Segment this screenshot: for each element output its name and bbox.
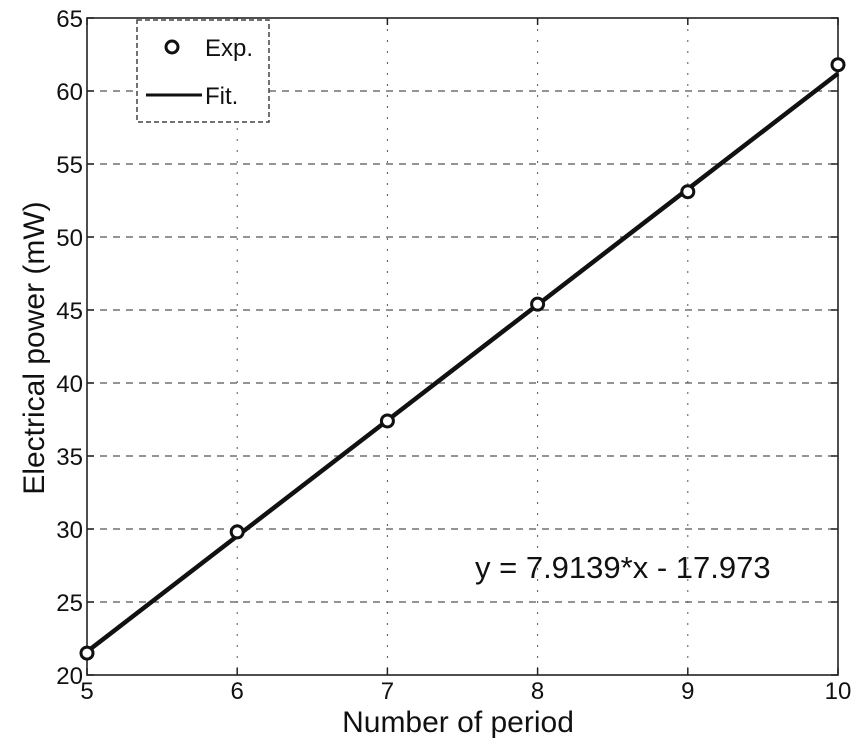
x-tick-label: 5 <box>80 678 93 705</box>
legend-marker-exp <box>164 39 180 55</box>
y-tick-label: 20 <box>56 663 83 690</box>
legend-label-fit: Fit. <box>205 83 238 110</box>
fit-line <box>85 71 840 654</box>
y-tick-label: 65 <box>56 6 83 33</box>
y-axis-title: Electrical power (mW) <box>18 201 51 494</box>
exp-data-point <box>79 645 95 661</box>
legend-box <box>136 19 270 123</box>
axes-frame <box>86 17 839 676</box>
x-tick-label: 6 <box>231 678 244 705</box>
y-tick-label: 25 <box>56 590 83 617</box>
tick-labels: 5 6 7 8 9 10 20 25 30 35 40 45 50 55 60 65 <box>56 6 851 705</box>
exp-data-point <box>530 296 546 312</box>
exp-data-point <box>680 184 696 200</box>
legend: Exp. Fit. <box>136 19 270 123</box>
fit-equation-annotation: y = 7.9139*x - 17.973 <box>475 550 771 585</box>
plot-frame <box>86 17 839 676</box>
y-tick-label: 45 <box>56 298 83 325</box>
grid-lines <box>87 18 838 675</box>
x-tick-label: 8 <box>531 678 544 705</box>
exp-data-point <box>379 413 395 429</box>
x-tick-label: 9 <box>681 678 694 705</box>
y-tick-label: 30 <box>56 517 83 544</box>
x-axis-title: Number of period <box>342 706 574 739</box>
x-tick-label: 7 <box>381 678 394 705</box>
exp-data-point <box>830 57 846 73</box>
y-tick-label: 50 <box>56 225 83 252</box>
legend-label-exp: Exp. <box>205 35 253 62</box>
plot-series <box>79 57 846 661</box>
y-tick-label: 55 <box>56 152 83 179</box>
y-tick-label: 35 <box>56 444 83 471</box>
y-tick-label: 60 <box>56 79 83 106</box>
x-tick-label: 10 <box>825 678 852 705</box>
y-tick-label: 40 <box>56 371 83 398</box>
exp-data-point <box>229 524 245 540</box>
